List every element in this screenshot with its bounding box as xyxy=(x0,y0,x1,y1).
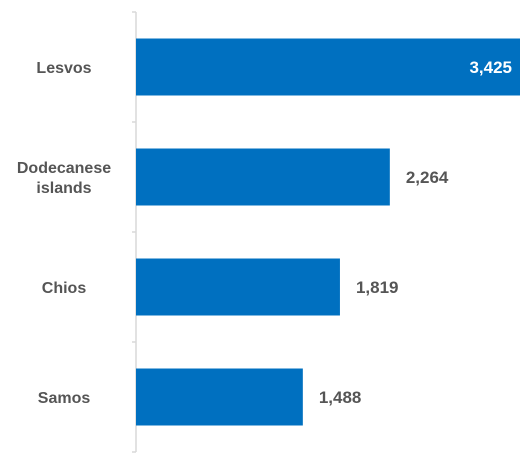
bars xyxy=(136,38,520,426)
value-label: 1,819 xyxy=(356,278,399,297)
bar xyxy=(136,368,303,426)
category-label: Chios xyxy=(42,280,87,297)
category-label: Dodecanese islands xyxy=(17,160,111,197)
value-label: 3,425 xyxy=(469,58,512,77)
bar xyxy=(136,148,390,206)
y-axis xyxy=(132,11,137,453)
category-labels: Lesvos Dodecanese islands Chios Samos xyxy=(17,60,111,407)
category-label: Samos xyxy=(38,390,91,407)
bar xyxy=(136,258,340,316)
bar xyxy=(136,38,520,96)
category-label: Lesvos xyxy=(36,60,91,77)
value-labels: 3,425 2,264 1,819 1,488 xyxy=(319,58,512,407)
value-label: 1,488 xyxy=(319,388,362,407)
value-label: 2,264 xyxy=(406,168,449,187)
